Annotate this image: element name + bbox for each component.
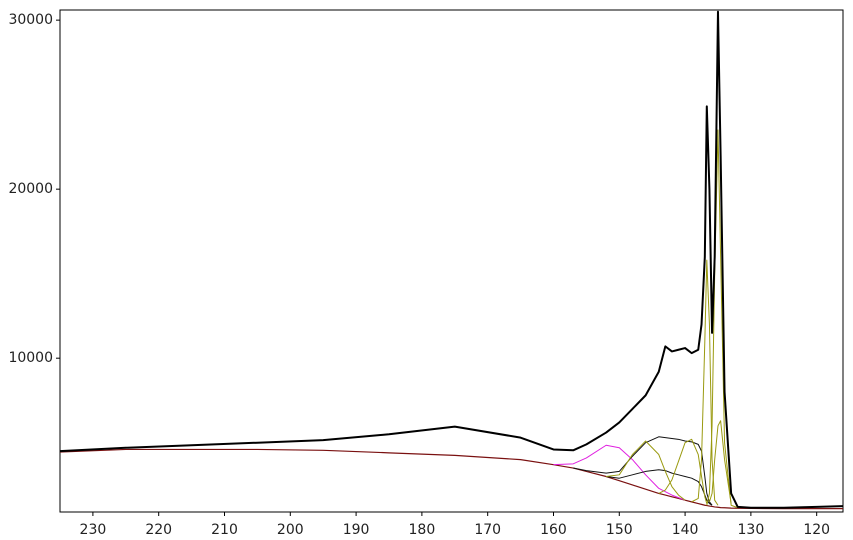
y-tick-label: 20000 bbox=[8, 181, 53, 197]
series-line bbox=[553, 444, 686, 501]
series-line bbox=[573, 436, 713, 506]
series-line bbox=[708, 420, 732, 504]
x-tick-label: 210 bbox=[211, 522, 238, 538]
x-tick-label: 180 bbox=[409, 522, 436, 538]
x-tick-label: 220 bbox=[145, 522, 172, 538]
x-tick-label: 140 bbox=[672, 522, 699, 538]
x-tick-label: 120 bbox=[803, 522, 830, 538]
x-tick-label: 150 bbox=[606, 522, 633, 538]
series-line bbox=[59, 10, 844, 509]
x-tick-label: 190 bbox=[343, 522, 370, 538]
plot-frame bbox=[59, 9, 844, 513]
y-tick-label: 10000 bbox=[8, 350, 53, 366]
x-tick-label: 130 bbox=[738, 522, 765, 538]
x-tick-label: 230 bbox=[80, 522, 107, 538]
y-tick-label: 30000 bbox=[8, 12, 53, 28]
x-tick-label: 170 bbox=[474, 522, 501, 538]
series-line bbox=[691, 259, 719, 506]
series-line bbox=[606, 440, 686, 501]
series-line bbox=[59, 448, 843, 510]
series-line bbox=[658, 438, 708, 504]
series-line bbox=[706, 129, 738, 509]
x-tick-label: 200 bbox=[277, 522, 304, 538]
x-tick-label: 160 bbox=[540, 522, 567, 538]
series-line bbox=[606, 469, 713, 506]
